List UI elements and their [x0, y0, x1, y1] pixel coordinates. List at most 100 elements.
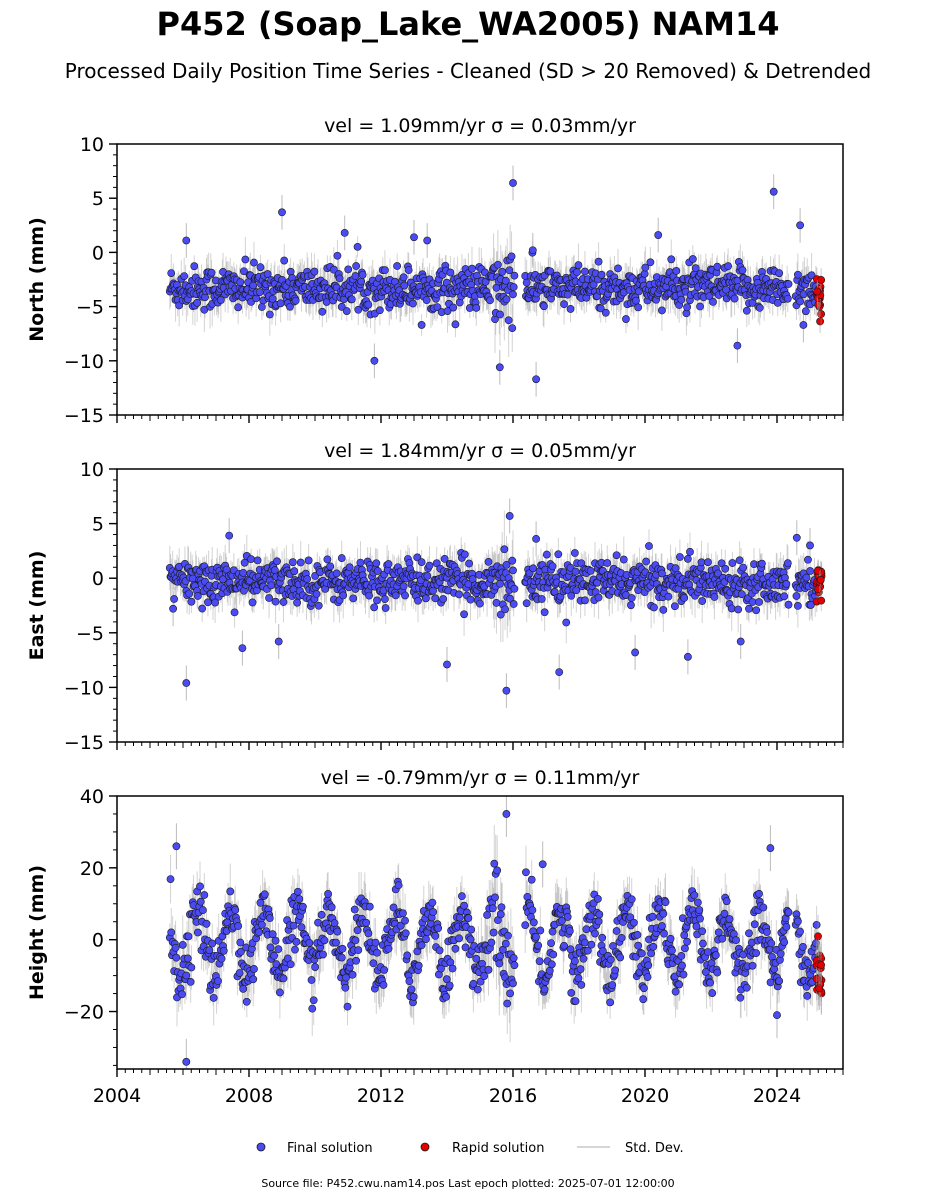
data-point-final: [167, 269, 176, 277]
data-point-final: [733, 341, 742, 350]
data-point-final: [570, 549, 579, 557]
data-point-final: [271, 936, 280, 945]
data-point-final: [566, 305, 575, 313]
data-point-rapid: [816, 576, 825, 584]
data-point-final: [522, 278, 531, 287]
data-point-final: [249, 975, 258, 984]
data-point-final: [196, 897, 205, 906]
data-point-final: [641, 263, 650, 272]
data-point-final: [257, 920, 266, 929]
data-point-final: [384, 560, 393, 568]
data-point-final: [745, 604, 753, 613]
data-point-final: [250, 965, 258, 973]
data-point-final: [509, 600, 518, 608]
data-point-final: [510, 271, 519, 280]
data-point-final: [225, 531, 234, 540]
data-point-final: [500, 545, 509, 554]
data-point-final: [571, 567, 580, 576]
points-final-east: [165, 512, 821, 695]
data-point-final: [193, 592, 202, 600]
data-point-final: [344, 265, 353, 274]
data-point-final: [365, 591, 373, 600]
data-point-final: [190, 262, 199, 271]
data-point-final: [603, 559, 612, 567]
data-point-final: [683, 303, 691, 312]
data-point-final: [449, 303, 458, 312]
panel-title-height: vel = -0.79mm/yr σ = 0.11mm/yr: [321, 767, 640, 789]
data-point-final: [554, 550, 563, 559]
data-point-final: [399, 582, 408, 591]
data-point-final: [622, 315, 630, 323]
data-point-final: [612, 551, 621, 560]
data-point-final: [276, 299, 285, 308]
data-point-final: [793, 602, 802, 610]
data-point-final: [238, 644, 247, 652]
data-point-final: [460, 550, 469, 559]
data-point-final: [208, 939, 217, 948]
data-point-final: [562, 618, 571, 627]
data-point-final: [440, 554, 449, 563]
data-point-final: [257, 303, 266, 311]
data-point-final: [170, 595, 179, 603]
data-point-final: [752, 606, 761, 615]
data-point-final: [528, 246, 537, 255]
data-point-final: [658, 569, 666, 578]
data-point-final: [710, 593, 719, 601]
panel-title-north: vel = 1.09mm/yr σ = 0.03mm/yr: [324, 115, 636, 137]
data-point-final: [291, 296, 300, 305]
data-point-rapid: [817, 596, 826, 605]
data-point-final: [780, 592, 789, 601]
data-point-final: [581, 596, 589, 605]
data-point-final: [278, 208, 286, 217]
panels: vel = 1.09mm/yr σ = 0.03mm/yr North (mm) 1…: [26, 115, 844, 1107]
data-point-final: [627, 594, 636, 602]
data-point-final: [507, 252, 516, 261]
data-point-final: [347, 295, 356, 304]
data-point-final: [730, 294, 739, 303]
data-point-final: [178, 990, 186, 999]
data-point-final: [370, 603, 379, 612]
data-point-final: [573, 268, 581, 277]
y-tick-label: 10: [80, 459, 104, 481]
data-point-final: [802, 573, 811, 582]
data-point-final: [484, 557, 493, 566]
data-point-final: [391, 591, 400, 600]
data-point-final: [209, 993, 218, 1002]
data-point-final: [758, 559, 766, 568]
data-point-final: [185, 589, 194, 598]
data-point-final: [381, 595, 389, 604]
data-point-final: [236, 278, 245, 287]
data-point-final: [253, 556, 262, 565]
data-point-final: [586, 566, 595, 575]
data-point-final: [404, 266, 413, 275]
data-point-final: [713, 262, 722, 271]
data-point-rapid: [813, 287, 822, 296]
data-point-final: [290, 567, 299, 576]
data-point-final: [742, 306, 751, 315]
data-point-final: [632, 296, 640, 305]
data-point-final: [433, 303, 442, 312]
y-tick-label: 0: [92, 568, 104, 590]
data-point-final: [172, 953, 181, 962]
data-point-final: [563, 290, 572, 299]
data-point-final: [255, 928, 263, 937]
data-point-final: [267, 581, 276, 590]
data-point-final: [722, 285, 730, 294]
data-point-final: [304, 556, 313, 565]
data-point-final: [688, 255, 697, 263]
y-tick-label: −15: [64, 732, 104, 754]
data-point-final: [339, 591, 348, 600]
data-point-final: [372, 559, 381, 568]
data-point-final: [509, 283, 518, 291]
data-point-final: [508, 324, 517, 332]
data-point-final: [187, 963, 196, 972]
data-point-final: [219, 946, 228, 955]
data-point-final: [335, 274, 344, 283]
data-point-final: [501, 605, 509, 614]
data-point-final: [784, 600, 793, 609]
data-point-final: [205, 946, 214, 955]
data-point-final: [425, 561, 434, 570]
points-final-height: [165, 810, 821, 1066]
panel-east: vel = 1.84mm/yr σ = 0.05mm/yr East (mm) 10…: [26, 440, 844, 754]
data-point-final: [180, 272, 189, 280]
